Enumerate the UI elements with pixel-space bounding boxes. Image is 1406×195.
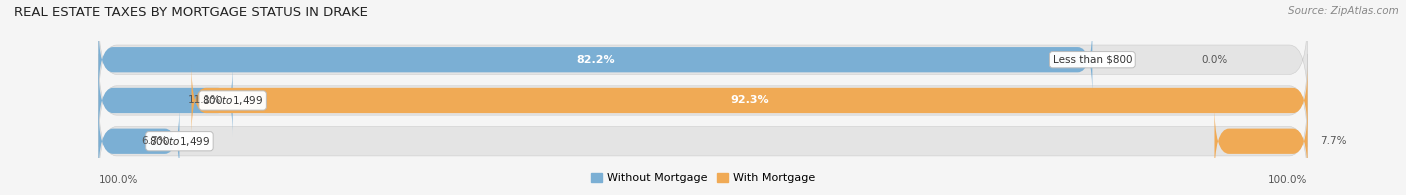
Text: $800 to $1,499: $800 to $1,499 <box>149 135 209 148</box>
Text: $800 to $1,499: $800 to $1,499 <box>202 94 263 107</box>
Text: 82.2%: 82.2% <box>576 55 614 65</box>
FancyBboxPatch shape <box>191 64 1308 137</box>
FancyBboxPatch shape <box>98 105 180 177</box>
Text: Source: ZipAtlas.com: Source: ZipAtlas.com <box>1288 6 1399 16</box>
FancyBboxPatch shape <box>98 64 232 137</box>
Text: Less than $800: Less than $800 <box>1053 55 1132 65</box>
Text: 0.0%: 0.0% <box>1201 55 1227 65</box>
Text: 6.7%: 6.7% <box>141 136 167 146</box>
Legend: Without Mortgage, With Mortgage: Without Mortgage, With Mortgage <box>586 168 820 188</box>
Text: REAL ESTATE TAXES BY MORTGAGE STATUS IN DRAKE: REAL ESTATE TAXES BY MORTGAGE STATUS IN … <box>14 6 368 19</box>
Text: 100.0%: 100.0% <box>1268 175 1308 185</box>
Text: 100.0%: 100.0% <box>98 175 138 185</box>
FancyBboxPatch shape <box>98 23 1092 96</box>
FancyBboxPatch shape <box>98 13 1308 106</box>
FancyBboxPatch shape <box>98 95 1308 188</box>
Text: 7.7%: 7.7% <box>1320 136 1346 146</box>
FancyBboxPatch shape <box>98 54 1308 147</box>
FancyBboxPatch shape <box>1215 105 1308 177</box>
Text: 11.1%: 11.1% <box>187 96 221 105</box>
Text: 92.3%: 92.3% <box>730 96 769 105</box>
